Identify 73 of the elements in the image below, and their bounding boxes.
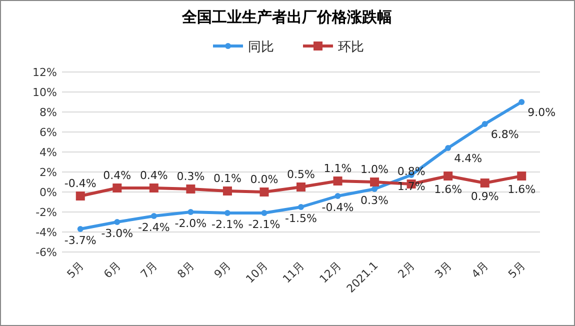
data-label: 0.3% — [176, 170, 205, 183]
point — [77, 226, 84, 232]
x-tick-label: 5月 — [64, 258, 87, 281]
data-label: 0.1% — [213, 172, 242, 185]
point — [112, 184, 122, 192]
data-label: -2.0% — [174, 217, 207, 230]
y-tick-label: 6% — [40, 126, 57, 139]
data-label: -2.1% — [248, 218, 280, 231]
x-tick-label: 10月 — [243, 258, 270, 286]
data-label: 1.6% — [434, 183, 462, 196]
x-tick-label: 7月 — [138, 258, 160, 281]
point — [482, 121, 488, 127]
y-tick-label: -6% — [36, 246, 57, 259]
data-label: 1.1% — [324, 162, 352, 175]
y-tick-label: -2% — [36, 206, 57, 219]
y-tick-label: -4% — [36, 226, 57, 239]
point — [149, 184, 158, 192]
data-label: -0.4% — [64, 177, 96, 190]
point — [222, 186, 232, 196]
point — [518, 99, 525, 105]
point — [334, 193, 341, 199]
data-label: 0.0% — [250, 173, 278, 186]
data-label: 4.4% — [454, 152, 482, 165]
point — [224, 210, 230, 216]
data-label: -2.4% — [138, 221, 170, 234]
data-label: -0.4% — [322, 201, 354, 214]
point — [296, 182, 306, 192]
point — [188, 209, 194, 215]
x-tick-label: 9月 — [212, 258, 234, 281]
point — [444, 172, 453, 180]
point — [298, 204, 304, 210]
x-tick-label: 8月 — [174, 258, 197, 281]
x-tick-label: 3月 — [432, 258, 454, 281]
point — [76, 192, 85, 200]
data-label: 9.0% — [528, 106, 556, 119]
point — [480, 178, 490, 188]
point — [372, 186, 378, 192]
data-label: 0.3% — [360, 194, 389, 207]
data-label: -2.1% — [212, 218, 244, 231]
point — [114, 219, 120, 225]
point — [150, 213, 157, 219]
x-tick-label: 2月 — [396, 258, 418, 281]
y-tick-label: 0% — [40, 186, 57, 199]
data-label: 0.5% — [287, 168, 315, 181]
legend-label: 同比 — [248, 40, 274, 55]
point — [333, 176, 342, 186]
data-label: 0.4% — [140, 169, 168, 182]
data-label: 0.9% — [470, 190, 499, 203]
y-tick-label: 8% — [40, 106, 57, 119]
point — [186, 184, 196, 194]
data-label: -3.0% — [101, 227, 134, 240]
x-tick-label: 4月 — [469, 258, 491, 281]
data-label: 6.8% — [490, 128, 519, 141]
y-tick-label: 10% — [32, 86, 57, 99]
legend-label: 环比 — [338, 40, 364, 55]
chart-title: 全国工业生产者出厂价格涨跌幅 — [181, 8, 392, 26]
data-label: 1.0% — [360, 163, 389, 176]
data-label: 1.6% — [508, 183, 536, 196]
data-label: -1.5% — [285, 212, 317, 225]
y-tick-label: 12% — [32, 66, 57, 79]
data-label: 0.4% — [103, 169, 132, 182]
data-label: -3.7% — [64, 234, 96, 247]
y-tick-label: 4% — [40, 146, 57, 159]
y-tick-label: 2% — [40, 166, 57, 179]
x-tick-label: 11月 — [280, 258, 308, 286]
x-tick-label: 5月 — [506, 258, 528, 281]
point — [261, 210, 268, 216]
point — [370, 178, 380, 186]
point — [445, 145, 452, 151]
point — [517, 172, 526, 180]
x-tick-label: 6月 — [101, 258, 124, 281]
point — [260, 188, 269, 196]
x-tick-label: 12月 — [317, 258, 344, 286]
